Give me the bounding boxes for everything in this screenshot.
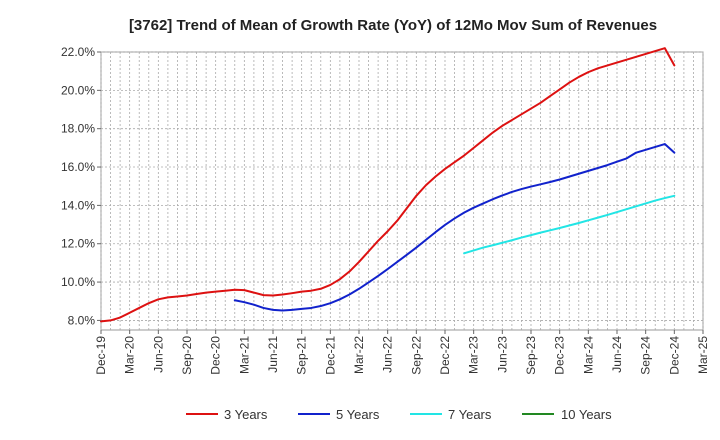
legend-item-5-years: 5 Years <box>298 407 380 422</box>
chart-title: [3762] Trend of Mean of Growth Rate (YoY… <box>129 17 657 34</box>
y-tick-label: 12.0% <box>61 237 95 251</box>
x-tick-label: Dec-20 <box>209 336 223 375</box>
x-tick-label: Sep-21 <box>295 336 309 375</box>
legend-label-10-years: 10 Years <box>561 407 612 422</box>
x-tick-label: Dec-24 <box>667 336 681 375</box>
series-lines <box>100 47 676 323</box>
x-tick-label: Sep-23 <box>524 336 538 375</box>
x-tick-label: Sep-24 <box>639 336 653 375</box>
legend-item-7-years: 7 Years <box>410 407 492 422</box>
legend-label-3-years: 3 Years <box>224 407 268 422</box>
x-tick-label: Mar-20 <box>123 336 137 374</box>
legend-label-5-years: 5 Years <box>336 407 380 422</box>
plot-area <box>100 47 704 331</box>
y-tick-label: 20.0% <box>61 83 95 97</box>
x-tick-label: Dec-23 <box>553 336 567 375</box>
y-tick-label: 8.0% <box>68 313 96 327</box>
x-tick-label: Dec-19 <box>94 336 108 375</box>
x-tick-label: Mar-22 <box>352 336 366 374</box>
x-tick-label: Mar-25 <box>696 336 710 374</box>
series-line-5-years <box>233 143 676 312</box>
y-tick-label: 10.0% <box>61 275 95 289</box>
y-tick-label: 16.0% <box>61 160 95 174</box>
legend: 3 Years 5 Years 7 Years 10 Years <box>186 407 612 422</box>
plot-frame <box>100 51 704 331</box>
legend-item-3-years: 3 Years <box>186 407 268 422</box>
y-tick-label: 18.0% <box>61 122 95 136</box>
y-axis: 8.0% 10.0% 12.0% 14.0% 16.0% 18.0% 20.0% 22.0% <box>61 45 101 327</box>
x-tick-label: Jun-24 <box>610 336 624 373</box>
x-axis: Dec-19 Mar-20 Jun-20 Sep-20 Dec-20 Mar-21 Jun-… <box>94 330 710 375</box>
x-tick-label: Mar-23 <box>467 336 481 374</box>
x-tick-label: Mar-24 <box>581 336 595 374</box>
legend-label-7-years: 7 Years <box>448 407 492 422</box>
y-tick-label: 22.0% <box>61 45 95 59</box>
x-tick-label: Jun-21 <box>266 336 280 373</box>
x-tick-label: Dec-21 <box>323 336 337 375</box>
legend-item-10-years: 10 Years <box>522 407 612 422</box>
x-tick-label: Jun-23 <box>495 336 509 373</box>
y-tick-label: 14.0% <box>61 198 95 212</box>
x-tick-label: Jun-22 <box>381 336 395 373</box>
x-tick-label: Jun-20 <box>151 336 165 373</box>
x-tick-label: Sep-20 <box>180 336 194 375</box>
x-tick-label: Sep-22 <box>409 336 423 375</box>
x-tick-label: Mar-21 <box>237 336 251 374</box>
x-tick-label: Dec-22 <box>438 336 452 375</box>
series-line-7-years <box>463 194 676 255</box>
series-line-3-years <box>100 47 676 323</box>
grid <box>100 51 704 330</box>
